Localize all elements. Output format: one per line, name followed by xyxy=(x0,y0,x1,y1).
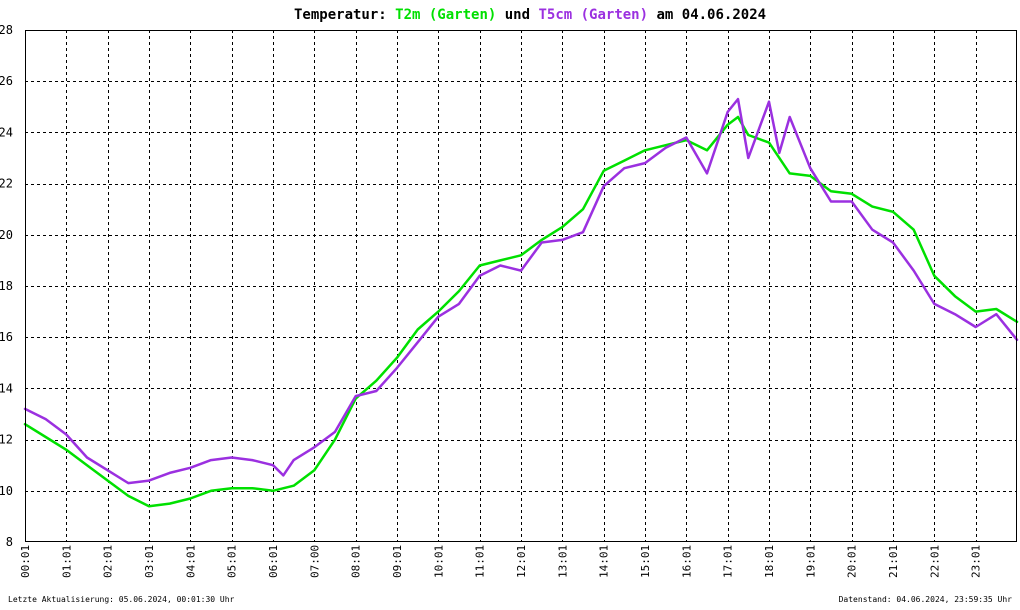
x-tick-label: 10:01 xyxy=(432,545,445,578)
x-tick-label: 04:01 xyxy=(184,545,197,578)
title-prefix: Temperatur: xyxy=(294,7,395,23)
y-tick-label: 22 xyxy=(0,177,13,191)
y-tick-label: 12 xyxy=(0,433,13,447)
plot-frame xyxy=(25,30,1017,542)
y-tick-label: 26 xyxy=(0,74,13,88)
series-line-t2m xyxy=(23,115,1019,508)
y-tick-label: 24 xyxy=(0,125,13,139)
chart-title: Temperatur: T2m (Garten) und T5cm (Garte… xyxy=(294,7,766,23)
x-tick-label: 06:01 xyxy=(267,545,280,578)
x-tick-labels: 00:01 01:01 02:01 03:01 04:01 05:01 06:01 07:00… xyxy=(19,545,983,578)
x-tick-label: 16:01 xyxy=(680,545,693,578)
x-tick-label: 13:01 xyxy=(556,545,569,578)
series-line-t5cm xyxy=(23,97,1019,485)
y-tick-label: 18 xyxy=(0,279,13,293)
grid-lines xyxy=(25,30,1017,542)
x-tick-label: 18:01 xyxy=(763,545,776,578)
y-tick-labels: 8 10 12 14 16 18 20 22 24 26 28 xyxy=(0,23,13,549)
plot-area-border xyxy=(25,30,1017,542)
x-tick-label: 03:01 xyxy=(143,545,156,578)
x-tick-label: 07:00 xyxy=(308,545,321,578)
x-tick-label: 23:01 xyxy=(970,545,983,578)
y-tick-label: 20 xyxy=(0,228,13,242)
y-tick-label: 8 xyxy=(6,535,13,549)
x-tick-label: 02:01 xyxy=(102,545,115,578)
y-tick-label: 10 xyxy=(0,484,13,498)
x-tick-label: 08:01 xyxy=(350,545,363,578)
x-tick-label: 22:01 xyxy=(928,545,941,578)
x-tick-label: 14:01 xyxy=(598,545,611,578)
x-tick-label: 11:01 xyxy=(474,545,487,578)
footer-last-update: Letzte Aktualisierung: 05.06.2024, 00:01… xyxy=(8,595,235,604)
y-tick-label: 28 xyxy=(0,23,13,37)
x-tick-label: 05:01 xyxy=(226,545,239,578)
x-tick-label: 17:01 xyxy=(722,545,735,578)
x-tick-label: 12:01 xyxy=(515,545,528,578)
y-tick-label: 14 xyxy=(0,381,13,395)
title-series1: T2m (Garten) xyxy=(395,7,496,23)
x-tick-label: 19:01 xyxy=(804,545,817,578)
y-tick-label: 16 xyxy=(0,330,13,344)
title-series2: T5cm (Garten) xyxy=(538,7,648,23)
title-suffix: am 04.06.2024 xyxy=(648,7,766,23)
footer-data-timestamp: Datenstand: 04.06.2024, 23:59:35 Uhr xyxy=(839,595,1013,604)
x-tick-label: 09:01 xyxy=(391,545,404,578)
title-connector: und xyxy=(496,7,538,23)
series-lines xyxy=(23,97,1019,508)
x-tick-label: 20:01 xyxy=(846,545,859,578)
x-tick-label: 21:01 xyxy=(887,545,900,578)
x-tick-label: 15:01 xyxy=(639,545,652,578)
x-tick-label: 01:01 xyxy=(60,545,73,578)
x-tick-label: 00:01 xyxy=(19,545,32,578)
